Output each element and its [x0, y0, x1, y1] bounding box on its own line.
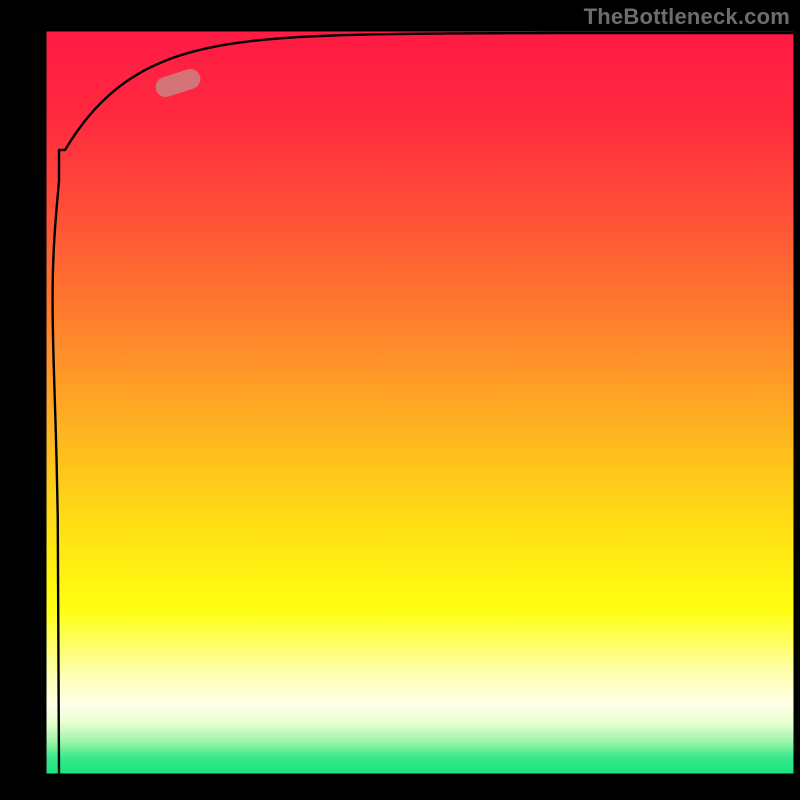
chart-svg: [0, 0, 800, 800]
watermark-text: TheBottleneck.com: [584, 4, 790, 30]
chart-root: TheBottleneck.com: [0, 0, 800, 800]
gradient-area: [45, 30, 795, 775]
